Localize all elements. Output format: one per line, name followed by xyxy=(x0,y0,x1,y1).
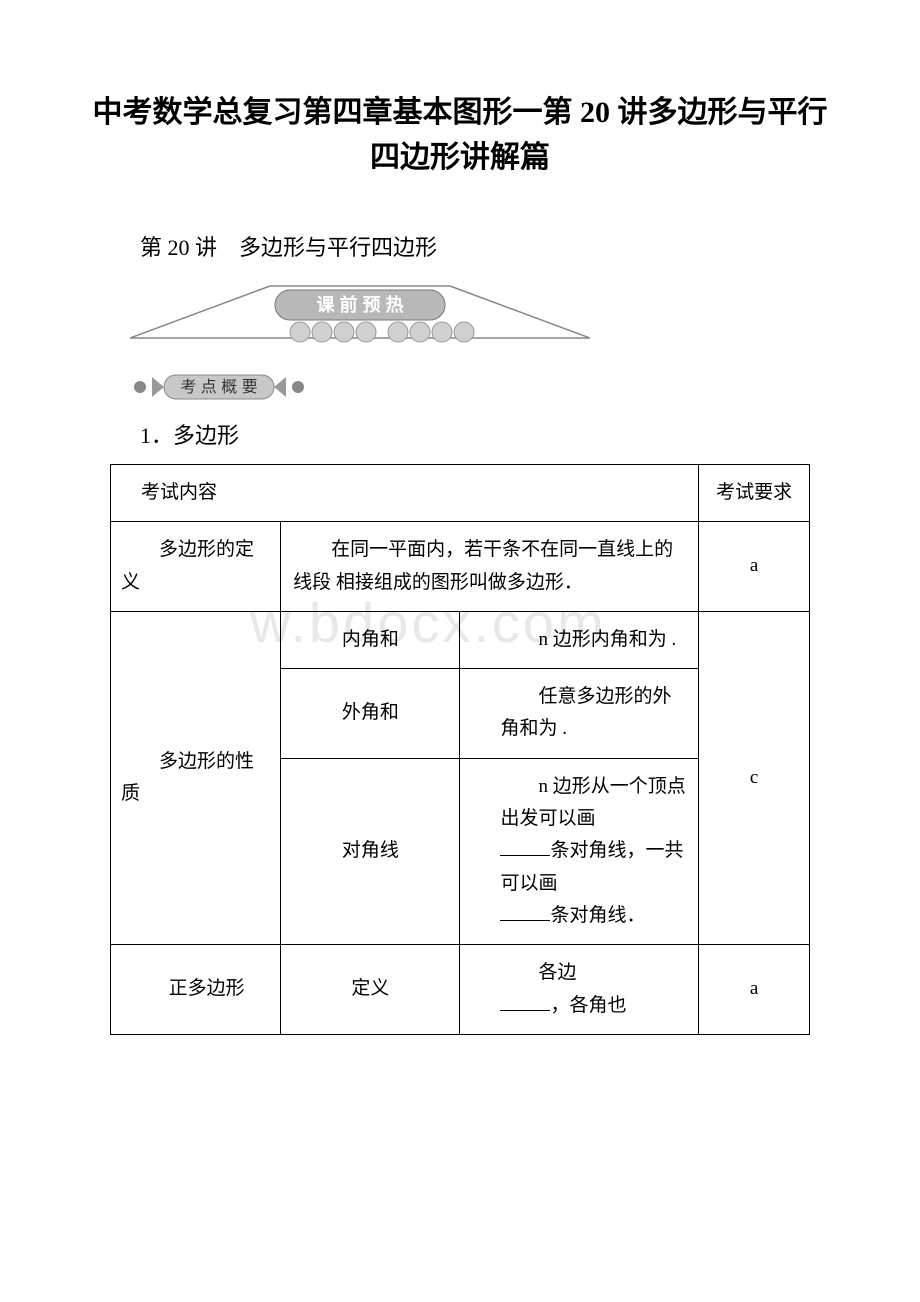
cell-interior-desc: n 边形内角和为 . xyxy=(460,611,699,668)
summary-text: 考 点 概 要 xyxy=(180,378,257,396)
table-row: 考试内容 考试要求 xyxy=(111,465,810,522)
cell-regular-def: 定义 xyxy=(281,945,460,1035)
cell-regular-label: 正多边形 xyxy=(111,945,281,1035)
table-row: 多边形的性质 内角和 n 边形内角和为 . c xyxy=(111,611,810,668)
section-heading: 1．多边形 xyxy=(140,418,840,450)
preview-banner: 课 前 预 热 xyxy=(130,280,840,359)
cell-interior-angle: 内角和 xyxy=(281,611,460,668)
blank-line xyxy=(500,836,550,856)
header-requirement: 考试要求 xyxy=(699,465,810,522)
cell-definition-desc: 在同一平面内，若干条不在同一直线上的线段 相接组成的图形叫做多边形． xyxy=(281,522,699,612)
cell-req-a2: a xyxy=(699,945,810,1035)
cell-exterior-desc: 任意多边形的外角和为 . xyxy=(460,669,699,759)
blank-line xyxy=(500,991,550,1011)
cell-property-label: 多边形的性质 xyxy=(111,611,281,944)
page-title: 中考数学总复习第四章基本图形一第 20 讲多边形与平行四边形讲解篇 xyxy=(80,90,840,180)
table-row: 多边形的定义 在同一平面内，若干条不在同一直线上的线段 相接组成的图形叫做多边形… xyxy=(111,522,810,612)
table-row: 正多边形 定义 各边 ，各角也 a xyxy=(111,945,810,1035)
summary-svg: 考 点 概 要 xyxy=(130,371,330,403)
summary-label: 考 点 概 要 xyxy=(130,371,840,408)
header-content: 考试内容 xyxy=(111,465,699,522)
content-table: 考试内容 考试要求 多边形的定义 在同一平面内，若干条不在同一直线上的线段 相接… xyxy=(110,464,810,1035)
lecture-subtitle: 第 20 讲 多边形与平行四边形 xyxy=(140,230,840,262)
cell-diagonal: 对角线 xyxy=(281,758,460,944)
cell-definition-label: 多边形的定义 xyxy=(111,522,281,612)
cell-diagonal-desc: n 边形从一个顶点出发可以画 条对角线，一共可以画 条对角线． xyxy=(460,758,699,944)
cell-regular-desc: 各边 ，各角也 xyxy=(460,945,699,1035)
blank-line xyxy=(500,901,550,921)
cell-req-c: c xyxy=(699,611,810,944)
cell-exterior-angle: 外角和 xyxy=(281,669,460,759)
banner-svg: 课 前 预 热 xyxy=(130,280,590,354)
page-container: w.bdocx.com 中考数学总复习第四章基本图形一第 20 讲多边形与平行四… xyxy=(0,0,920,1095)
banner-label: 课 前 预 热 xyxy=(316,294,403,315)
cell-req-a: a xyxy=(699,522,810,612)
